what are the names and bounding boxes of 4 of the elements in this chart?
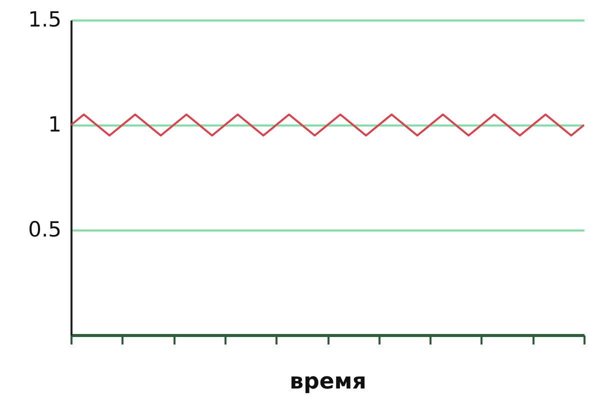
x-axis-title: время — [290, 370, 366, 394]
y-tick-label: 1 — [48, 112, 62, 136]
y-tick-label: 0.5 — [28, 218, 62, 242]
y-tick-label: 1.5 — [28, 8, 62, 32]
